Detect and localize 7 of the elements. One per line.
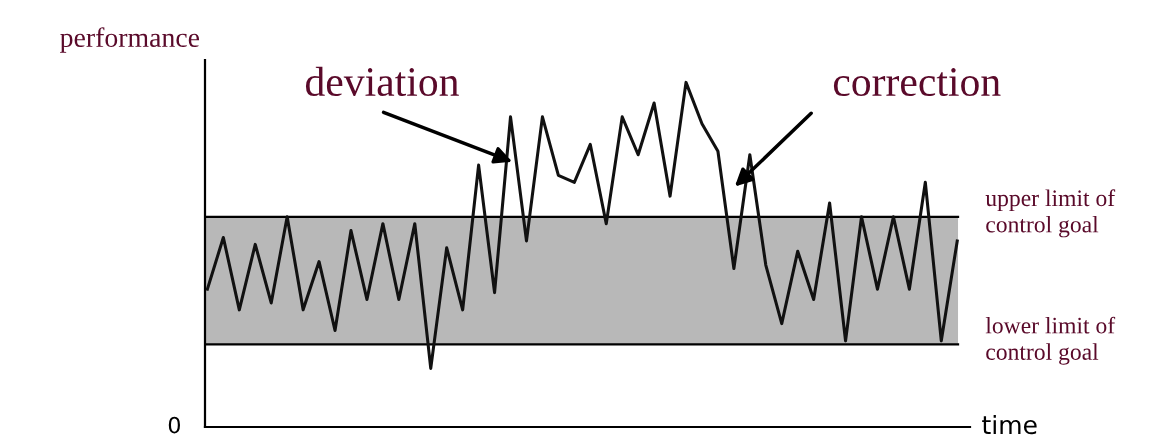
annotation: correction (833, 68, 1001, 97)
annotation: deviation (305, 66, 459, 97)
x-axis-title: time (982, 414, 1037, 435)
ref-line-label: upper limit of control goal (985, 189, 1116, 238)
text: 0 (168, 416, 180, 434)
y-axis-title: performance (60, 27, 200, 53)
ref-line-label: lower limit of control goal (985, 316, 1116, 365)
